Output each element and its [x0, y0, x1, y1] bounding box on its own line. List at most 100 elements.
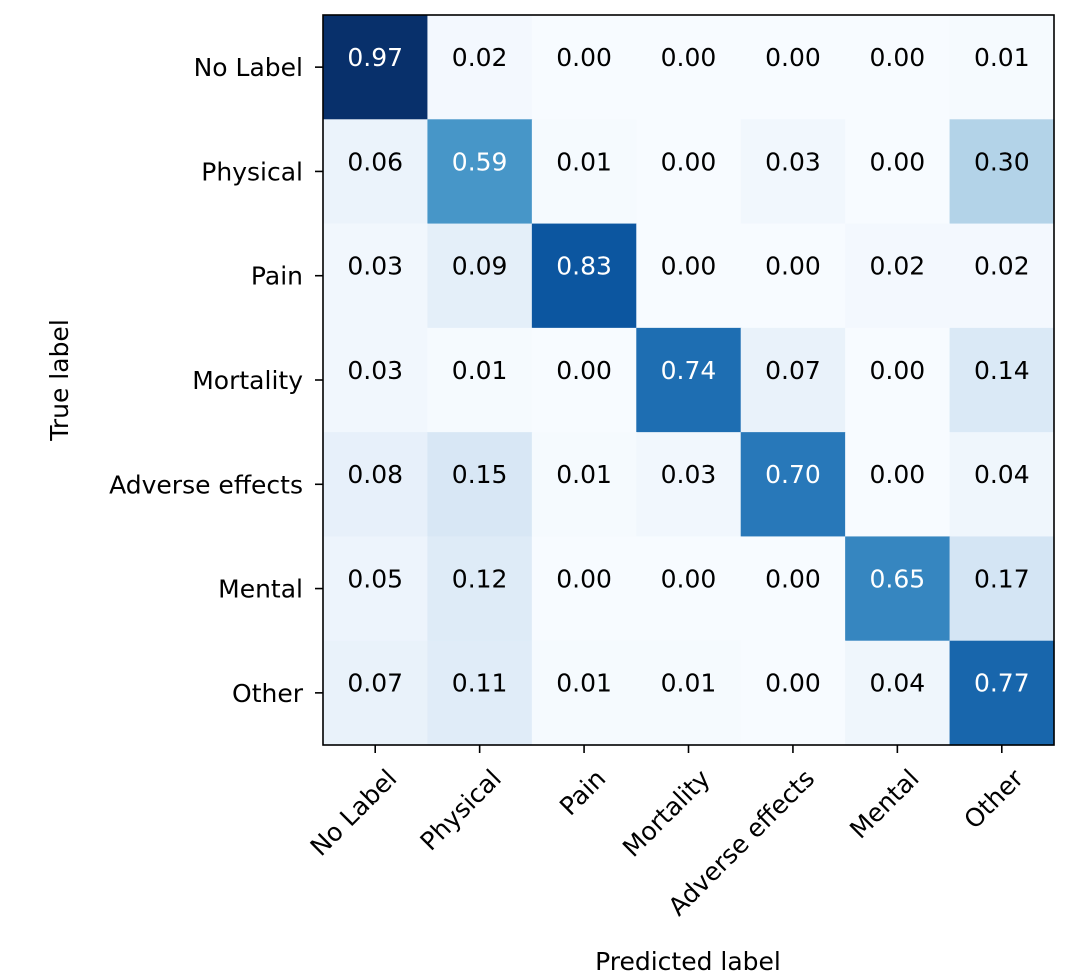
- cell-value-label: 0.00: [556, 43, 612, 72]
- heatmap-cell: [531, 432, 637, 538]
- cell-value-label: 0.03: [347, 356, 403, 385]
- heatmap-cell: [949, 15, 1055, 120]
- heatmap-cell: [845, 223, 951, 329]
- heatmap-cell: [949, 536, 1055, 642]
- heatmap-cell: [531, 640, 637, 746]
- heatmap-cell: [740, 119, 846, 225]
- heatmap-cell: [427, 15, 533, 120]
- cell-value-label: 0.00: [765, 252, 821, 281]
- heatmap-cell: [845, 640, 951, 746]
- cell-value-label: 0.06: [347, 147, 403, 176]
- cell-value-label: 0.01: [556, 669, 612, 698]
- heatmap-cell: [740, 223, 846, 329]
- y-tick-label: Adverse effects: [109, 470, 303, 499]
- heatmap-cell: [949, 119, 1055, 225]
- cell-value-label: 0.03: [347, 252, 403, 281]
- cell-value-label: 0.00: [870, 147, 926, 176]
- cell-value-label: 0.02: [870, 252, 926, 281]
- cell-value-label: 0.01: [974, 43, 1030, 72]
- heatmap-cell: [323, 536, 429, 642]
- heatmap-cell: [740, 327, 846, 433]
- cell-value-label: 0.70: [765, 460, 821, 489]
- cell-value-label: 0.07: [347, 669, 403, 698]
- cell-value-label: 0.00: [765, 669, 821, 698]
- heatmap-cell: [427, 223, 533, 329]
- x-tick-label: No Label: [305, 764, 403, 862]
- cell-value-label: 0.00: [870, 43, 926, 72]
- cell-value-label: 0.08: [347, 460, 403, 489]
- x-tick-label: Other: [958, 763, 1029, 834]
- heatmap-cell: [636, 536, 742, 642]
- y-tick-label: Physical: [201, 157, 303, 186]
- heatmap-cell: [949, 327, 1055, 433]
- cell-value-label: 0.12: [452, 564, 508, 593]
- cell-value-label: 0.02: [452, 43, 508, 72]
- heatmap-cell: [845, 536, 951, 642]
- cell-value-label: 0.14: [974, 356, 1030, 385]
- cell-value-label: 0.01: [661, 669, 717, 698]
- cell-value-label: 0.00: [765, 43, 821, 72]
- heatmap-cell: [427, 327, 533, 433]
- heatmap-cell: [323, 119, 429, 225]
- y-tick-label: Other: [232, 679, 304, 708]
- y-tick-label: No Label: [194, 53, 303, 82]
- x-tick-label: Pain: [554, 764, 611, 821]
- heatmap-cell: [949, 223, 1055, 329]
- heatmap-cell: [531, 223, 637, 329]
- heatmap-cell: [845, 327, 951, 433]
- cell-value-label: 0.00: [870, 460, 926, 489]
- heatmap-cell: [949, 432, 1055, 538]
- cell-value-label: 0.02: [974, 252, 1030, 281]
- cell-value-label: 0.11: [452, 669, 508, 698]
- heatmap-cell: [323, 327, 429, 433]
- cell-value-label: 0.01: [556, 147, 612, 176]
- heatmap-cell: [845, 119, 951, 225]
- heatmap-cell: [531, 15, 637, 120]
- cell-value-label: 0.00: [661, 564, 717, 593]
- heatmap-cell: [323, 15, 429, 120]
- cell-value-label: 0.03: [765, 147, 821, 176]
- cell-value-label: 0.04: [974, 460, 1030, 489]
- heatmap-cell: [740, 640, 846, 746]
- y-axis-ticks: No Label Physical Pain Mortality Adverse eff…: [109, 53, 323, 708]
- cell-value-label: 0.17: [974, 564, 1030, 593]
- heatmap-cell: [636, 432, 742, 538]
- heatmap-cell: [845, 432, 951, 538]
- heatmap-cell: [636, 15, 742, 120]
- y-tick-label: Mortality: [192, 366, 303, 395]
- x-axis-title: Predicted label: [595, 947, 781, 976]
- cell-value-label: 0.00: [661, 252, 717, 281]
- cell-value-label: 0.83: [556, 252, 612, 281]
- x-tick-label: Physical: [414, 764, 506, 856]
- heatmap-cell: [323, 432, 429, 538]
- cell-value-label: 0.65: [870, 564, 926, 593]
- cell-value-label: 0.01: [556, 460, 612, 489]
- cell-value-label: 0.07: [765, 356, 821, 385]
- y-axis-title: True label: [45, 319, 74, 442]
- cell-value-label: 0.74: [661, 356, 717, 385]
- cell-value-label: 0.97: [347, 43, 403, 72]
- cell-value-label: 0.00: [556, 564, 612, 593]
- heatmap-cell: [740, 536, 846, 642]
- cell-value-label: 0.01: [452, 356, 508, 385]
- heatmap-cell: [323, 640, 429, 746]
- y-tick-label: Mental: [218, 575, 303, 604]
- heatmap-cells: [323, 15, 1055, 746]
- heatmap-cell: [531, 536, 637, 642]
- heatmap-cell: [427, 119, 533, 225]
- cell-value-label: 0.00: [661, 147, 717, 176]
- heatmap-cell: [427, 432, 533, 538]
- cell-value-label: 0.15: [452, 460, 508, 489]
- heatmap-cell: [636, 327, 742, 433]
- cell-value-label: 0.09: [452, 252, 508, 281]
- y-tick-label: Pain: [251, 262, 303, 291]
- cell-value-label: 0.00: [870, 356, 926, 385]
- heatmap-cell: [531, 119, 637, 225]
- cell-value-label: 0.00: [765, 564, 821, 593]
- heatmap-cell: [740, 15, 846, 120]
- cell-value-label: 0.04: [870, 669, 926, 698]
- cell-value-label: 0.05: [347, 564, 403, 593]
- heatmap-cell: [636, 119, 742, 225]
- cell-value-label: 0.59: [452, 147, 508, 176]
